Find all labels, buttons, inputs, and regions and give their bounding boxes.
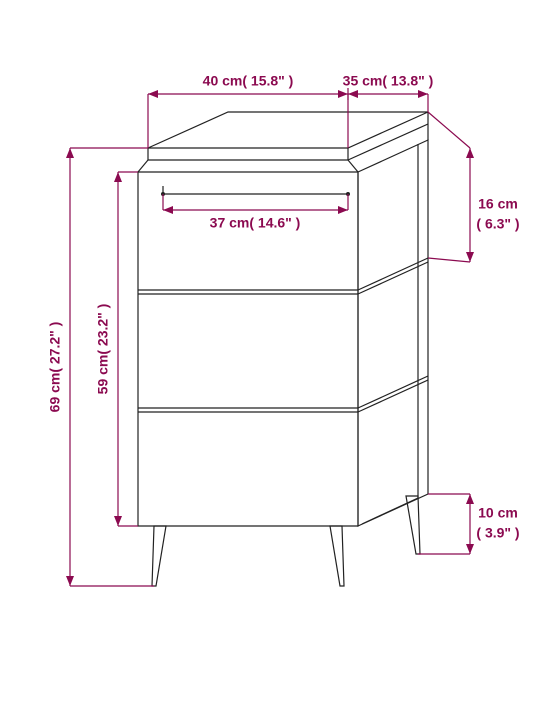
dim-drawer-label-b: ( 6.3" ) [476, 216, 519, 232]
dim-height-body-label: 59 cm( 23.2" ) [95, 304, 111, 395]
dim-drawer-label-a: 16 cm [478, 196, 518, 212]
dim-leg-label-a: 10 cm [478, 505, 518, 521]
dim-depth-label: 35 cm( 13.8" ) [343, 73, 434, 89]
dim-leg-label-b: ( 3.9" ) [476, 525, 519, 541]
dimension-diagram: 40 cm( 15.8" ) 35 cm( 13.8" ) 37 cm( 14.6"… [0, 0, 540, 720]
dim-handle-label: 37 cm( 14.6" ) [210, 215, 301, 231]
dim-height-total-label: 69 cm( 27.2" ) [47, 322, 63, 413]
dim-width-label: 40 cm( 15.8" ) [203, 73, 294, 89]
